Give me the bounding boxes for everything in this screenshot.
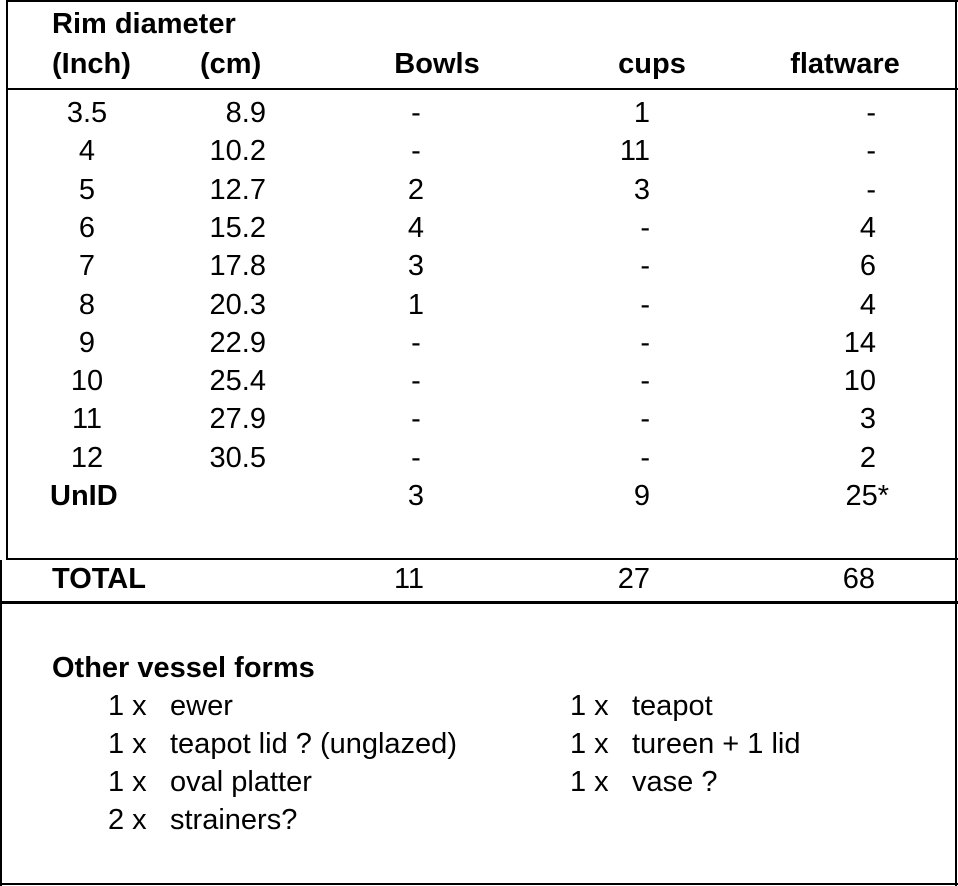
- cell-flatware: 3: [859, 403, 876, 435]
- unid-bowls: 3: [407, 480, 425, 512]
- cell-bowls: 2: [407, 174, 425, 206]
- cell-inch: 3.5: [66, 97, 108, 129]
- cell-cm: 20.3: [209, 289, 266, 321]
- cell-cm: 17.8: [209, 250, 266, 282]
- vessel-item: oval platter: [170, 766, 312, 798]
- left-border-upper: [6, 0, 8, 558]
- cell-flatware: -: [866, 135, 876, 167]
- cell-flatware: -: [866, 97, 876, 129]
- total-top-border: [6, 558, 958, 560]
- vessel-item: vase ?: [632, 766, 718, 798]
- cell-cups: -: [640, 327, 650, 359]
- cell-flatware: 6: [859, 250, 876, 282]
- cell-inch: 8: [78, 289, 96, 321]
- cell-inch: 12: [70, 442, 104, 474]
- cell-bowls: 3: [407, 250, 425, 282]
- cell-cm: 30.5: [209, 442, 266, 474]
- cell-cm: 22.9: [209, 327, 266, 359]
- vessel-qty: 1 x: [108, 728, 147, 760]
- vessel-item: strainers?: [170, 804, 298, 836]
- cell-bowls: 1: [407, 289, 425, 321]
- header-flatware: flatware: [790, 48, 900, 80]
- cell-flatware: 4: [859, 289, 876, 321]
- total-flatware: 68: [842, 563, 875, 595]
- cell-cm: 8.9: [225, 97, 266, 129]
- cell-cups: -: [640, 289, 650, 321]
- cell-inch: 11: [71, 403, 103, 435]
- cell-inch: 5: [78, 174, 96, 206]
- header-cm: (cm): [200, 48, 262, 80]
- total-bottom-border: [0, 601, 958, 604]
- vessel-qty: 1 x: [570, 728, 609, 760]
- cell-cm: 15.2: [209, 212, 266, 244]
- vessel-item: teapot lid ? (unglazed): [170, 728, 457, 760]
- cell-cm: 25.4: [209, 365, 266, 397]
- cell-inch: 10: [70, 365, 104, 397]
- unid-flatware: 25*: [845, 480, 889, 512]
- header-rim-diameter: Rim diameter: [52, 8, 236, 40]
- total-bowls: 11: [393, 563, 425, 595]
- cell-cups: 1: [633, 97, 650, 129]
- cell-cups: 11: [619, 135, 650, 167]
- cell-flatware: 2: [859, 442, 876, 474]
- total-label: TOTAL: [52, 563, 146, 595]
- vessel-item: ewer: [170, 690, 233, 722]
- cell-inch: 9: [78, 327, 96, 359]
- cell-cups: -: [640, 403, 650, 435]
- header-inch: (Inch): [52, 48, 131, 80]
- cell-bowls: -: [411, 135, 421, 167]
- cell-cups: -: [640, 365, 650, 397]
- vessel-qty: 1 x: [108, 766, 147, 798]
- cell-bowls: -: [411, 327, 421, 359]
- cell-bowls: -: [411, 442, 421, 474]
- cell-cm: 12.7: [209, 174, 266, 206]
- vessel-qty: 2 x: [108, 804, 147, 836]
- cell-bowls: 4: [407, 212, 425, 244]
- cell-bowls: -: [411, 365, 421, 397]
- unid-cups: 9: [633, 480, 650, 512]
- cell-cups: 3: [633, 174, 650, 206]
- cell-cm: 27.9: [209, 403, 266, 435]
- header-bowls: Bowls: [394, 48, 480, 80]
- total-cups: 27: [617, 563, 650, 595]
- cell-flatware: 14: [843, 327, 876, 359]
- cell-cups: -: [640, 442, 650, 474]
- other-forms-title: Other vessel forms: [52, 652, 315, 684]
- cell-flatware: 4: [859, 212, 876, 244]
- cell-inch: 7: [78, 250, 96, 282]
- top-border: [6, 0, 958, 2]
- unid-label: UnID: [50, 480, 118, 512]
- cell-cups: -: [640, 250, 650, 282]
- vessel-item: teapot: [632, 690, 713, 722]
- cell-inch: 4: [78, 135, 96, 167]
- header-cups: cups: [618, 48, 686, 80]
- cell-cm: 10.2: [209, 135, 266, 167]
- vessel-qty: 1 x: [108, 690, 147, 722]
- cell-bowls: -: [411, 403, 421, 435]
- cell-cups: -: [640, 212, 650, 244]
- cell-flatware: -: [866, 174, 876, 206]
- right-border: [955, 0, 957, 886]
- cell-inch: 6: [78, 212, 96, 244]
- left-border-lower: [0, 560, 2, 886]
- cell-flatware: 10: [843, 365, 876, 397]
- bottom-border: [0, 883, 958, 885]
- vessel-qty: 1 x: [570, 766, 609, 798]
- vessel-item: tureen + 1 lid: [632, 728, 801, 760]
- header-divider: [6, 88, 958, 90]
- vessel-qty: 1 x: [570, 690, 609, 722]
- cell-bowls: -: [411, 97, 421, 129]
